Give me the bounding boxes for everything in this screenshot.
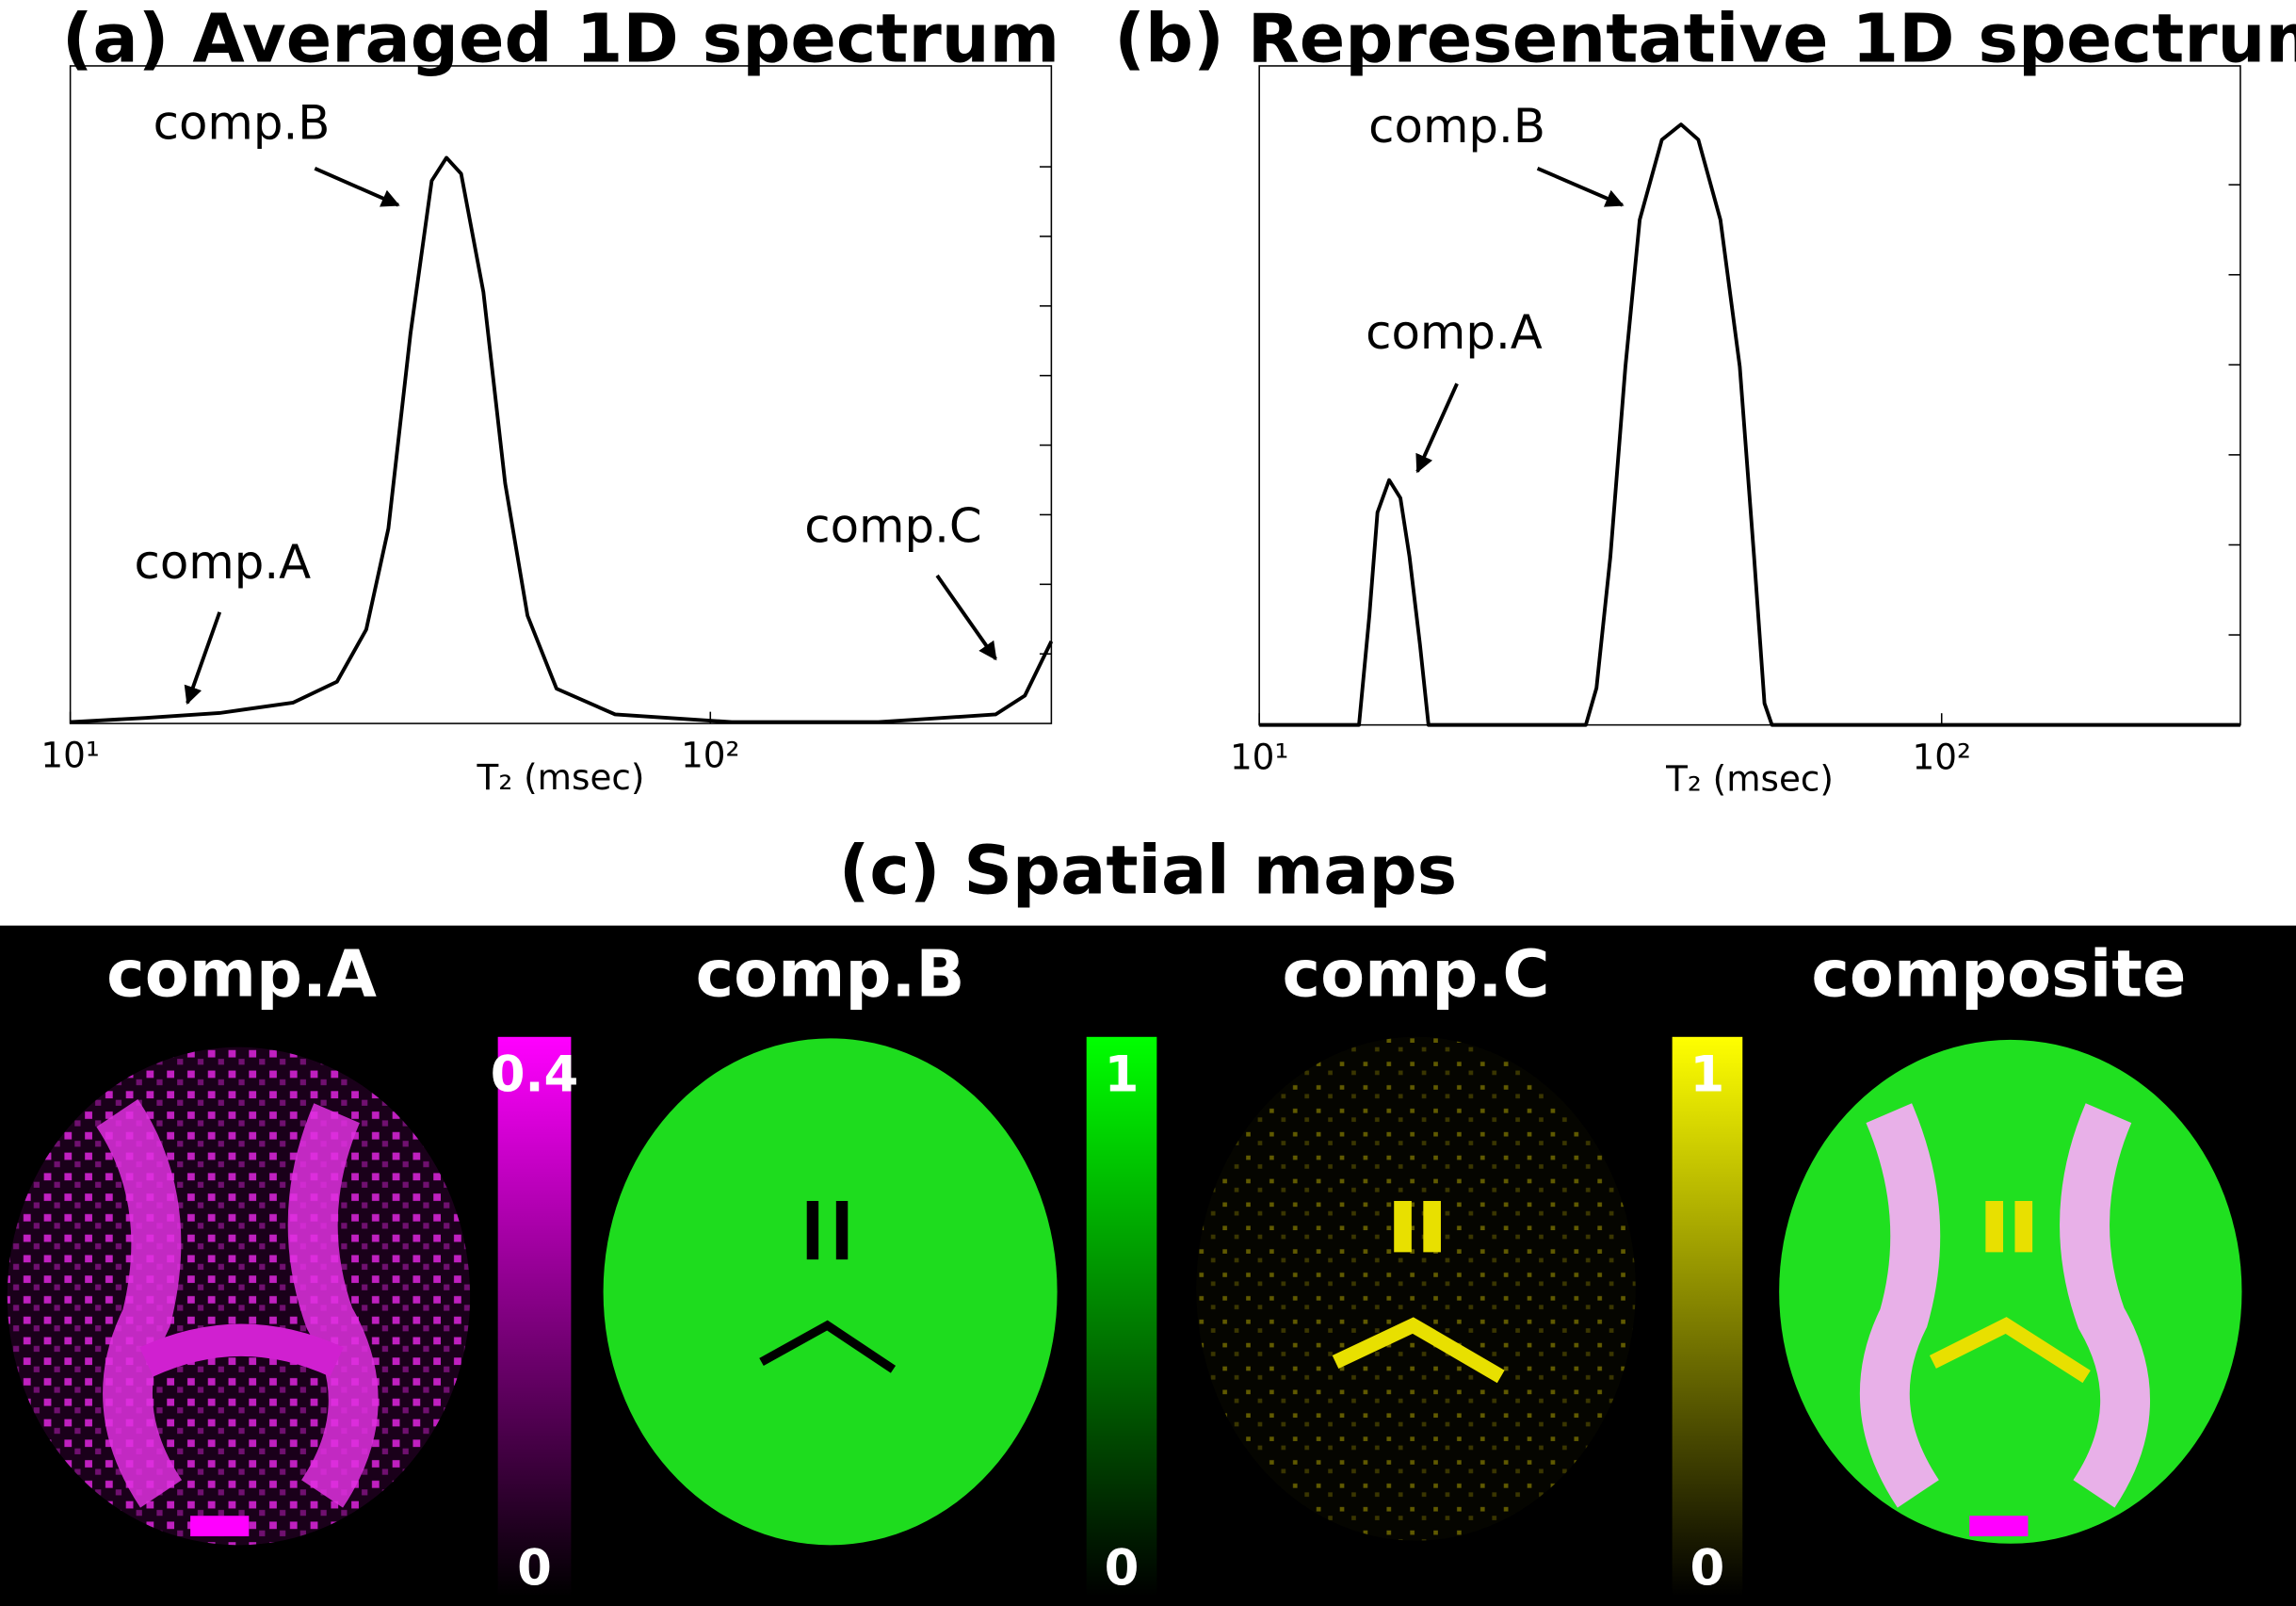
- chart-title: (b) Representative 1D spectrum: [1114, 0, 2296, 77]
- annotation-arrow: [1415, 382, 1459, 474]
- x-tick-label: 10¹: [1230, 736, 1288, 777]
- x-axis-label: T₂ (msec): [1665, 758, 1834, 800]
- annotation: comp.A: [1366, 305, 1543, 360]
- colorbar-max: 1: [1105, 1046, 1140, 1103]
- colorbar: [1672, 1036, 1743, 1597]
- map-title: composite: [1811, 937, 2186, 1012]
- annotation-arrow: [184, 611, 222, 706]
- colorbar-min: 0: [1105, 1539, 1140, 1597]
- map-title: comp.A: [106, 937, 377, 1012]
- plot-frame: [69, 65, 1053, 724]
- colorbar-min: 0: [517, 1539, 552, 1597]
- maps-title: (c) Spatial maps: [839, 831, 1458, 909]
- colorbar: [1086, 1036, 1157, 1597]
- annotation: comp.A: [134, 535, 311, 590]
- x-tick-label: 10²: [681, 735, 739, 776]
- annotation-arrow: [935, 574, 997, 661]
- annotation: comp.B: [154, 96, 331, 151]
- spectrum-line: [70, 155, 1054, 724]
- spectrum-line: [1259, 122, 2240, 727]
- colorbar-max: 1: [1690, 1046, 1725, 1103]
- annotation: comp.B: [1368, 99, 1545, 154]
- map-title: comp.C: [1283, 937, 1550, 1012]
- x-tick-label: 10²: [1913, 736, 1971, 777]
- colorbar-min: 0: [1690, 1539, 1725, 1597]
- brain-composite: [1779, 1039, 2242, 1544]
- x-tick-label: 10¹: [40, 735, 99, 776]
- plot-frame: [1258, 65, 2241, 726]
- colorbar: [497, 1036, 572, 1597]
- colorbar-max: 0.4: [491, 1046, 579, 1103]
- x-axis-label: T₂ (msec): [477, 756, 645, 798]
- annotation-arrow: [1536, 167, 1625, 207]
- brain-c: [1196, 1036, 1636, 1541]
- brain-a: [7, 1046, 471, 1546]
- brain-b: [603, 1038, 1058, 1546]
- annotation-arrow: [314, 167, 400, 207]
- annotation: comp.C: [804, 498, 981, 553]
- map-title: comp.B: [696, 937, 965, 1012]
- chart-title: (a) Averaged 1D spectrum: [62, 0, 1059, 77]
